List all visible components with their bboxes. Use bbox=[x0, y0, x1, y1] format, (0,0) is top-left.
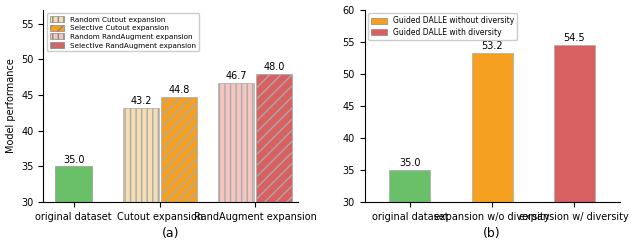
Y-axis label: Model performance: Model performance bbox=[6, 58, 15, 153]
Bar bbox=[56, 167, 92, 202]
Text: 35.0: 35.0 bbox=[399, 158, 420, 168]
Legend: Random Cutout expansion, Selective Cutout expansion, Random RandAugment expansio: Random Cutout expansion, Selective Cutou… bbox=[47, 13, 199, 51]
Bar bbox=[554, 45, 595, 202]
Text: 44.8: 44.8 bbox=[168, 85, 189, 95]
X-axis label: (a): (a) bbox=[162, 228, 180, 240]
Bar bbox=[161, 97, 197, 202]
Text: 43.2: 43.2 bbox=[131, 96, 152, 106]
Text: 35.0: 35.0 bbox=[63, 155, 84, 165]
X-axis label: (b): (b) bbox=[483, 228, 501, 240]
Bar bbox=[472, 53, 513, 202]
Text: 46.7: 46.7 bbox=[225, 71, 247, 81]
Text: 48.0: 48.0 bbox=[264, 62, 285, 72]
Text: 54.5: 54.5 bbox=[563, 33, 585, 43]
Bar bbox=[256, 74, 292, 202]
Bar bbox=[389, 170, 430, 202]
Bar bbox=[123, 108, 159, 202]
Bar bbox=[218, 83, 254, 202]
Text: 53.2: 53.2 bbox=[481, 41, 503, 51]
Legend: Guided DALLE without diversity, Guided DALLE with diversity: Guided DALLE without diversity, Guided D… bbox=[369, 13, 517, 40]
